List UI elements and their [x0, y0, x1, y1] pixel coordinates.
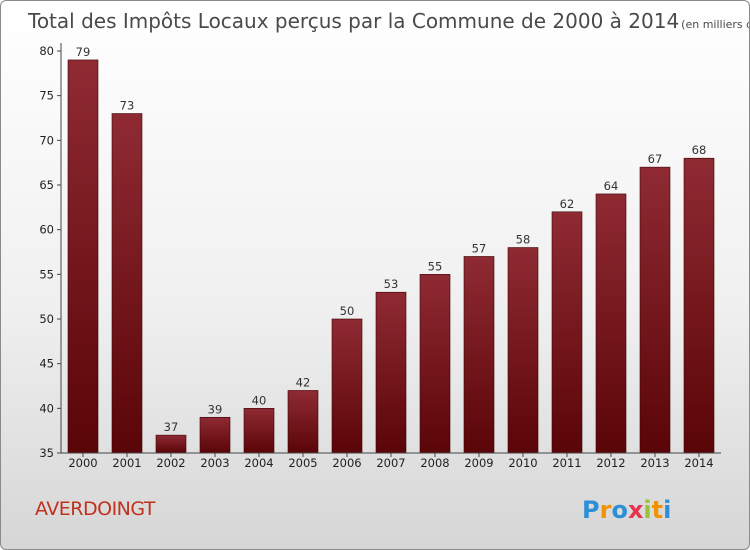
- x-tick-label: 2012: [596, 456, 625, 470]
- bar: [551, 211, 583, 454]
- data-label: 64: [604, 179, 619, 193]
- y-tick-label: 55: [39, 267, 54, 281]
- x-tick-label: 2010: [508, 456, 537, 470]
- bar: [419, 274, 451, 454]
- bar: [111, 113, 143, 454]
- plot-area: 35 40 45 50 55 60 65 70 75 80 79 2000 73 2001 37 2002 39…: [39, 43, 721, 470]
- bar: [507, 247, 539, 454]
- data-label: 53: [384, 277, 399, 291]
- y-tick-label: 65: [39, 178, 54, 192]
- bar: [287, 390, 319, 454]
- data-label: 37: [164, 420, 179, 434]
- x-tick-label: 2009: [464, 456, 493, 470]
- proxiti-logo: Proxiti: [582, 496, 671, 524]
- title-text: Total des Impôts Locaux perçus par la Co…: [27, 9, 679, 33]
- y-tick-label: 80: [39, 44, 54, 58]
- commune-name: AVERDOINGT: [35, 498, 156, 520]
- data-label: 67: [648, 152, 663, 166]
- logo-letter: i: [643, 496, 651, 524]
- data-label: 40: [252, 393, 267, 407]
- x-tick-label: 2008: [420, 456, 449, 470]
- y-tick-label: 40: [39, 401, 54, 415]
- data-label: 62: [560, 197, 575, 211]
- bar: [463, 256, 495, 454]
- x-tick-label: 2014: [684, 456, 713, 470]
- bar: [199, 416, 231, 454]
- bar: [67, 59, 99, 454]
- data-label: 55: [428, 259, 443, 273]
- logo-letter: P: [582, 496, 600, 524]
- x-tick-label: 2013: [640, 456, 669, 470]
- x-tick-label: 2007: [376, 456, 405, 470]
- data-label: 58: [516, 233, 531, 247]
- x-tick-label: 2001: [112, 456, 141, 470]
- x-tick-label: 2005: [288, 456, 317, 470]
- data-label: 39: [208, 402, 223, 416]
- data-label: 68: [692, 143, 707, 157]
- data-label: 79: [76, 45, 91, 59]
- data-label: 57: [472, 241, 487, 255]
- bar: [683, 157, 715, 454]
- logo-letter: i: [663, 496, 671, 524]
- logo-letter: r: [600, 496, 612, 524]
- bar: [155, 434, 187, 454]
- y-tick-label: 70: [39, 133, 54, 147]
- bar: [331, 318, 363, 454]
- bar: [595, 193, 627, 454]
- logo-letter: o: [611, 496, 628, 524]
- x-tick-label: 2011: [552, 456, 581, 470]
- y-tick-label: 50: [39, 312, 54, 326]
- y-tick-label: 35: [39, 446, 54, 460]
- data-label: 73: [120, 99, 135, 113]
- data-label: 50: [340, 304, 355, 318]
- y-tick-label: 45: [39, 357, 54, 371]
- y-tick-label: 60: [39, 223, 54, 237]
- y-tick-label: 75: [39, 89, 54, 103]
- chart-title: Total des Impôts Locaux perçus par la Co…: [27, 9, 750, 33]
- x-tick-label: 2003: [200, 456, 229, 470]
- x-tick-label: 2002: [156, 456, 185, 470]
- x-tick-label: 2006: [332, 456, 361, 470]
- bar: [243, 408, 275, 454]
- logo-letter: x: [628, 496, 644, 524]
- x-tick-label: 2000: [68, 456, 97, 470]
- title-unit: (en milliers d'€): [681, 18, 750, 31]
- bar: [375, 291, 407, 454]
- bar: [639, 166, 671, 454]
- x-tick-label: 2004: [244, 456, 273, 470]
- logo-letter: t: [652, 496, 663, 524]
- data-label: 42: [296, 375, 311, 389]
